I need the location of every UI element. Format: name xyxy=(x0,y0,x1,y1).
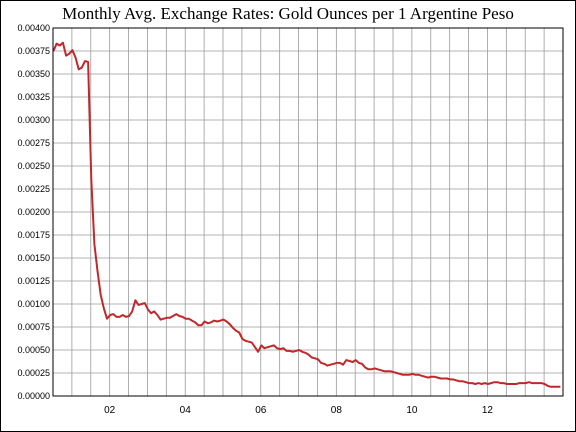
y-tick-label: 0.00025 xyxy=(17,368,50,378)
series-line xyxy=(52,41,561,388)
y-tick-label: 0.00275 xyxy=(17,138,50,148)
x-axis-ticks: 02 04 06 08 10 12 xyxy=(104,405,493,416)
y-tick-label: 0.00250 xyxy=(17,161,50,171)
y-tick-label: 0.00075 xyxy=(17,322,50,332)
y-tick-label: 0.00175 xyxy=(17,230,50,240)
x-tick-label: 12 xyxy=(482,405,494,416)
chart-title: Monthly Avg. Exchange Rates: Gold Ounces… xyxy=(62,4,514,23)
series-layer xyxy=(52,41,561,388)
x-tick-label: 06 xyxy=(255,405,267,416)
y-tick-label: 0.00325 xyxy=(17,92,50,102)
y-tick-label: 0.00000 xyxy=(17,391,50,401)
y-tick-label: 0.00100 xyxy=(17,299,50,309)
x-tick-label: 08 xyxy=(331,405,343,416)
y-tick-label: 0.00125 xyxy=(17,276,50,286)
y-tick-label: 0.00350 xyxy=(17,69,50,79)
x-tick-label: 04 xyxy=(180,405,192,416)
plot-area-border xyxy=(52,27,564,397)
y-tick-label: 0.00225 xyxy=(17,184,50,194)
x-tick-label: 10 xyxy=(406,405,418,416)
y-tick-label: 0.00400 xyxy=(17,23,50,33)
y-axis-ticks: 0.00000 0.00025 0.00050 0.00075 0.00100 0.001… xyxy=(17,23,50,401)
y-tick-label: 0.00150 xyxy=(17,253,50,263)
y-tick-label: 0.00375 xyxy=(17,46,50,56)
y-tick-label: 0.00050 xyxy=(17,345,50,355)
y-tick-label: 0.00300 xyxy=(17,115,50,125)
gridlines xyxy=(53,27,563,397)
x-tick-label: 02 xyxy=(104,405,116,416)
y-tick-label: 0.00200 xyxy=(17,207,50,217)
